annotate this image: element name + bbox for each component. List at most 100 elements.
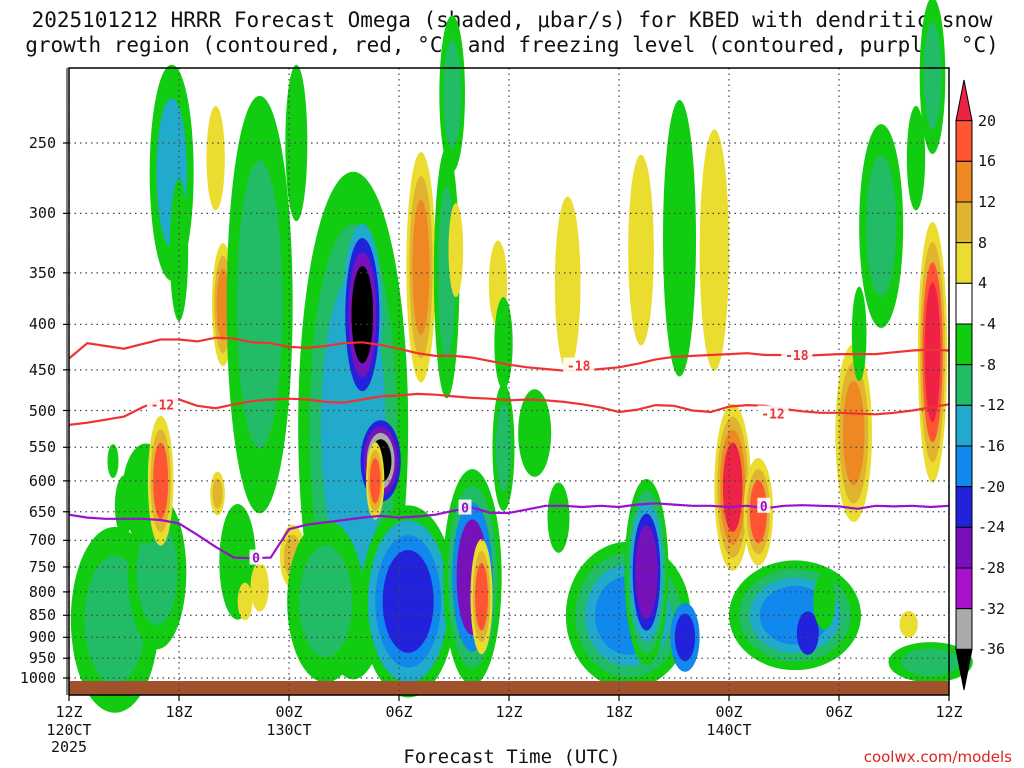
y-tick-label: 950 — [28, 649, 56, 668]
omega-contour-fill — [518, 389, 552, 477]
colorbar-segment-top — [955, 79, 973, 122]
contour-label-bg — [458, 499, 472, 515]
contour-freezing-level — [68, 502, 950, 560]
colorbar-segment — [955, 282, 973, 325]
colorbar-label: -32 — [978, 599, 1006, 618]
omega-contour-fill — [923, 21, 942, 130]
contour-label-bg — [563, 357, 595, 373]
omega-contour-fill — [369, 458, 381, 504]
colorbar-label: 20 — [978, 111, 997, 130]
x-tick-label: 06Z — [385, 703, 413, 721]
omega-contour-fill — [153, 442, 169, 519]
contour-label-bg — [781, 346, 813, 362]
colorbar-label: -4 — [978, 315, 997, 333]
x-tick-date: 140CT — [706, 721, 752, 739]
ground-band — [69, 681, 949, 695]
omega-contour-fill — [628, 154, 654, 346]
omega-contour-fill — [663, 99, 696, 377]
contour-label-bg — [757, 405, 789, 421]
omega-contour-fill — [206, 105, 225, 211]
colorbar-segment — [955, 364, 973, 406]
omega-shading — [70, 0, 973, 713]
omega-contour-fill — [796, 611, 819, 655]
omega-contour-fill — [494, 297, 513, 390]
chart-title-line1: 2025101212 HRRR Forecast Omega (shaded, … — [31, 8, 993, 32]
omega-contour-fill — [107, 444, 119, 479]
y-tick-label: 500 — [28, 401, 56, 420]
omega-contour-fill — [906, 105, 926, 211]
y-tick-label: 250 — [28, 134, 56, 152]
x-axis-label: Forecast Time (UTC) — [403, 746, 621, 768]
contour-dgz--12 — [68, 392, 950, 426]
y-tick-label: 350 — [28, 263, 56, 282]
y-tick-label: 850 — [28, 606, 56, 625]
colorbar-label: -24 — [978, 518, 1006, 537]
x-tick-year: 2025 — [50, 738, 88, 756]
colorbar-label: -12 — [978, 396, 1006, 415]
contour-label: -18 — [567, 360, 591, 375]
colorbar-segment — [955, 201, 973, 244]
colorbar-label: -16 — [978, 437, 1006, 455]
colorbar-segment — [955, 486, 973, 528]
omega-contour-fill — [813, 573, 836, 630]
colorbar-segment — [955, 323, 973, 366]
omega-contour-fill — [635, 525, 658, 620]
x-tick-label: 00Z — [715, 703, 743, 721]
omega-contour-fill — [237, 582, 253, 621]
omega-contour-fill — [865, 155, 897, 297]
x-tick-label: 06Z — [825, 703, 853, 721]
omega-contour-fill — [443, 39, 462, 148]
y-tick-label: 300 — [28, 204, 56, 223]
omega-contour-fill — [250, 562, 269, 612]
credit-text: coolwx.com/models — [863, 748, 1012, 766]
colorbar-segment — [955, 242, 973, 284]
omega-contour-fill — [299, 545, 353, 658]
colorbar-label: -8 — [978, 355, 997, 374]
contour-label-bg — [249, 549, 263, 565]
colorbar-segment — [955, 526, 973, 569]
contour-label: 0 — [461, 502, 469, 517]
omega-contour-fill — [899, 610, 918, 638]
omega-contour-fill — [475, 562, 488, 631]
grid — [68, 68, 950, 695]
y-tick-label: 900 — [28, 628, 56, 647]
colorbar-label: 8 — [978, 233, 988, 252]
colorbar-segment — [955, 567, 973, 610]
colorbar-segment — [955, 404, 973, 447]
chart-title-line2: growth region (contoured, red, °C) and f… — [25, 33, 999, 57]
x-tick-label: 18Z — [605, 703, 633, 721]
omega-contour-fill — [448, 203, 464, 298]
omega-contour-fill — [842, 380, 865, 486]
y-tick-label: 750 — [28, 557, 56, 576]
colorbar-segment — [955, 160, 973, 203]
colorbar-segment-bottom — [955, 648, 973, 691]
colorbar-label: -28 — [978, 559, 1006, 577]
colorbar-segment — [955, 608, 973, 650]
x-tick-date: 130CT — [266, 721, 312, 739]
contour-label-bg — [757, 497, 771, 513]
y-tick-label: 450 — [28, 360, 56, 379]
omega-contour-fill — [285, 64, 308, 222]
y-tick-label: 400 — [28, 315, 56, 334]
colorbar-segment — [955, 445, 973, 488]
x-tick-label: 12Z — [55, 703, 83, 721]
omega-contour-fill — [699, 129, 729, 371]
colorbar-label: -20 — [978, 477, 1006, 496]
x-tick-label: 18Z — [165, 703, 193, 721]
colorbar-label: -36 — [978, 640, 1006, 659]
omega-contour-fill — [722, 442, 743, 532]
y-tick-label: 650 — [28, 502, 56, 521]
y-tick-label: 800 — [28, 582, 56, 601]
colorbar-segment — [955, 120, 973, 162]
y-tick-label: 600 — [28, 471, 56, 490]
colorbar-label: 12 — [978, 193, 997, 211]
x-tick-date: 120CT — [46, 721, 92, 739]
omega-contour-fill — [901, 648, 960, 677]
contour-label-bg — [147, 396, 178, 412]
contour-label: -12 — [761, 408, 784, 423]
omega-contour-fill — [351, 266, 374, 364]
omega-contour-fill — [236, 160, 283, 449]
y-tick-label: 1000 — [19, 669, 56, 687]
omega-contour-fill — [212, 478, 223, 509]
